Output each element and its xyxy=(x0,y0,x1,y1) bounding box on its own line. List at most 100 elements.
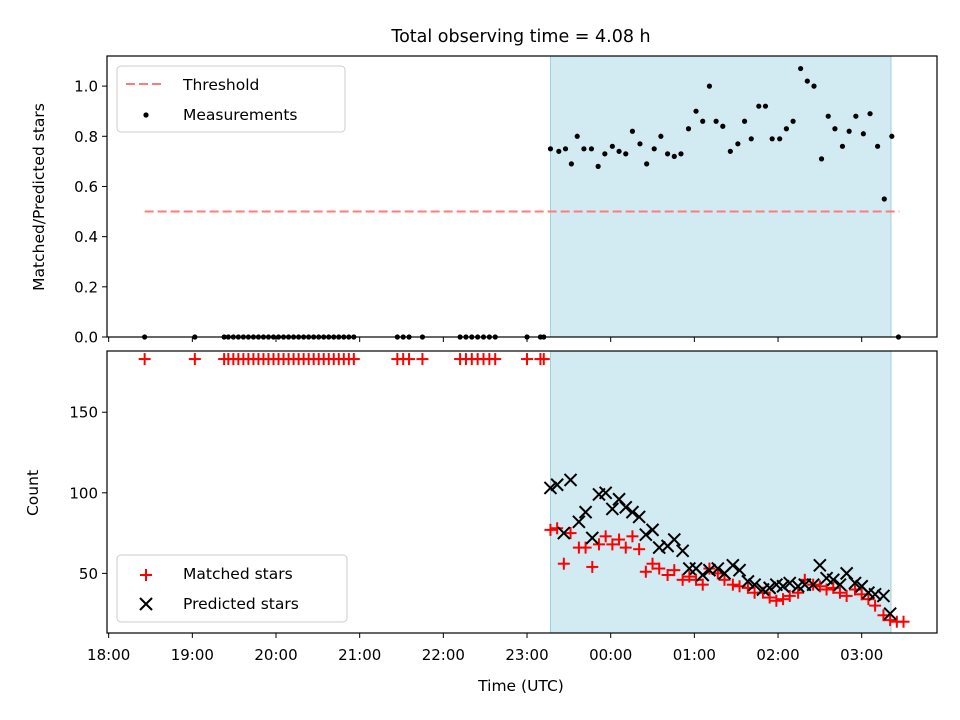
predicted-star-point xyxy=(696,568,710,582)
measurement-point xyxy=(762,103,769,109)
x-tick-label: 01:00 xyxy=(673,646,716,664)
matched-star-point xyxy=(703,562,716,575)
bottom-y-ticks: 50 100 150 xyxy=(69,404,107,583)
matched-star-point xyxy=(403,353,416,366)
legend-measurements-label: Measurements xyxy=(183,106,298,124)
matched-star-point xyxy=(188,353,201,366)
matched-star-point xyxy=(683,570,696,583)
measurement-point xyxy=(637,141,643,147)
measurement-point xyxy=(769,136,775,142)
matched-star-point xyxy=(592,538,605,551)
measurement-point xyxy=(644,161,650,167)
predicted-star-point xyxy=(883,606,897,621)
x-tick-label: 19:00 xyxy=(171,646,214,664)
top-axes-frame xyxy=(106,55,938,338)
matched-star-point xyxy=(544,523,557,536)
x-tick-label: 00:00 xyxy=(589,646,632,664)
matched-star-point xyxy=(551,522,564,535)
measurement-point xyxy=(602,151,608,157)
top-y-tick-label: 0.4 xyxy=(74,228,98,246)
matched-star-point xyxy=(619,541,632,554)
matched-star-point xyxy=(564,527,577,540)
predicted-star-point xyxy=(806,577,820,592)
x-tick-label: 22:00 xyxy=(422,646,465,664)
matched-star-point xyxy=(579,541,592,554)
matched-star-points xyxy=(138,353,910,628)
measurement-point xyxy=(860,131,866,137)
measurement-point xyxy=(748,136,754,142)
legend-predicted-label: Predicted stars xyxy=(183,595,299,613)
predicted-star-point xyxy=(783,576,797,590)
predicted-star-points xyxy=(543,473,897,621)
matched-star-point xyxy=(763,591,776,604)
measurement-point xyxy=(595,163,601,169)
measurement-point xyxy=(713,118,719,124)
matched-star-point xyxy=(869,599,882,612)
matched-star-point xyxy=(718,573,731,586)
matched-star-point xyxy=(897,615,910,628)
top-y-ticks: 0.0 0.2 0.4 0.6 0.8 1.0 xyxy=(74,78,107,347)
top-y-tick-label: 0.6 xyxy=(74,178,98,196)
predicted-star-point xyxy=(639,527,653,542)
matched-star-point xyxy=(537,353,550,366)
predicted-star-point xyxy=(876,589,891,603)
measurement-point xyxy=(568,161,574,167)
predicted-star-point xyxy=(585,531,599,545)
matched-star-point xyxy=(138,353,151,366)
measurement-point xyxy=(616,148,622,154)
legend-measurements-swatch xyxy=(143,112,149,118)
measurement-point xyxy=(804,78,810,84)
measurement-point xyxy=(588,146,595,152)
measurement-point xyxy=(832,126,838,132)
matched-star-point xyxy=(690,573,703,586)
matched-star-point xyxy=(416,353,429,366)
legend-matched-swatch xyxy=(140,569,152,581)
legend-threshold-label: Threshold xyxy=(182,76,259,94)
measurement-point xyxy=(811,83,817,89)
predicted-star-point xyxy=(598,486,613,500)
matched-star-point xyxy=(783,589,796,602)
legend-predicted-swatch xyxy=(139,597,153,611)
matched-star-point xyxy=(646,557,659,570)
x-axis-label: Time (UTC) xyxy=(477,677,564,695)
matched-star-point xyxy=(586,560,599,573)
measurement-point xyxy=(658,133,664,139)
bottom-y-tick-label: 100 xyxy=(69,484,98,502)
matched-star-point xyxy=(489,353,502,366)
matched-star-point xyxy=(777,593,790,606)
x-tick-label: 21:00 xyxy=(338,646,381,664)
measurement-point xyxy=(720,123,726,129)
matched-star-point xyxy=(770,594,783,607)
matched-star-point xyxy=(626,530,639,543)
bottom-y-axis-label: Count xyxy=(24,470,42,516)
predicted-star-point xyxy=(645,523,660,537)
matched-star-point xyxy=(613,533,626,546)
measurement-point xyxy=(818,156,825,162)
predicted-star-point xyxy=(572,515,586,529)
x-tick-label: 02:00 xyxy=(756,646,799,664)
top-legend: Threshold Measurements xyxy=(116,65,346,133)
measurement-point xyxy=(623,151,629,157)
matched-star-point xyxy=(820,583,833,596)
measurement-point xyxy=(651,146,657,152)
matched-star-point xyxy=(696,578,709,591)
top-legend-box xyxy=(116,65,346,133)
top-shaded-span xyxy=(549,55,892,338)
measurement-point xyxy=(547,146,554,152)
predicted-star-point xyxy=(675,544,690,558)
bottom-legend-box xyxy=(116,554,348,623)
measurement-point xyxy=(609,143,615,149)
measurement-point xyxy=(790,118,796,124)
matched-star-point xyxy=(639,565,652,578)
measurement-point xyxy=(783,126,789,132)
predicted-star-point xyxy=(776,579,790,593)
measurement-point xyxy=(853,113,859,119)
measurement-point xyxy=(777,136,783,142)
measurement-point xyxy=(562,146,569,152)
top-y-tick-label: 0.0 xyxy=(74,329,98,347)
x-tick-label: 03:00 xyxy=(840,646,883,664)
top-panel: 0.0 0.2 0.4 0.6 0.8 1.0 Matched/Predicted sta… xyxy=(30,55,938,347)
predicted-star-point xyxy=(667,532,681,547)
top-y-tick-label: 0.8 xyxy=(74,128,98,146)
